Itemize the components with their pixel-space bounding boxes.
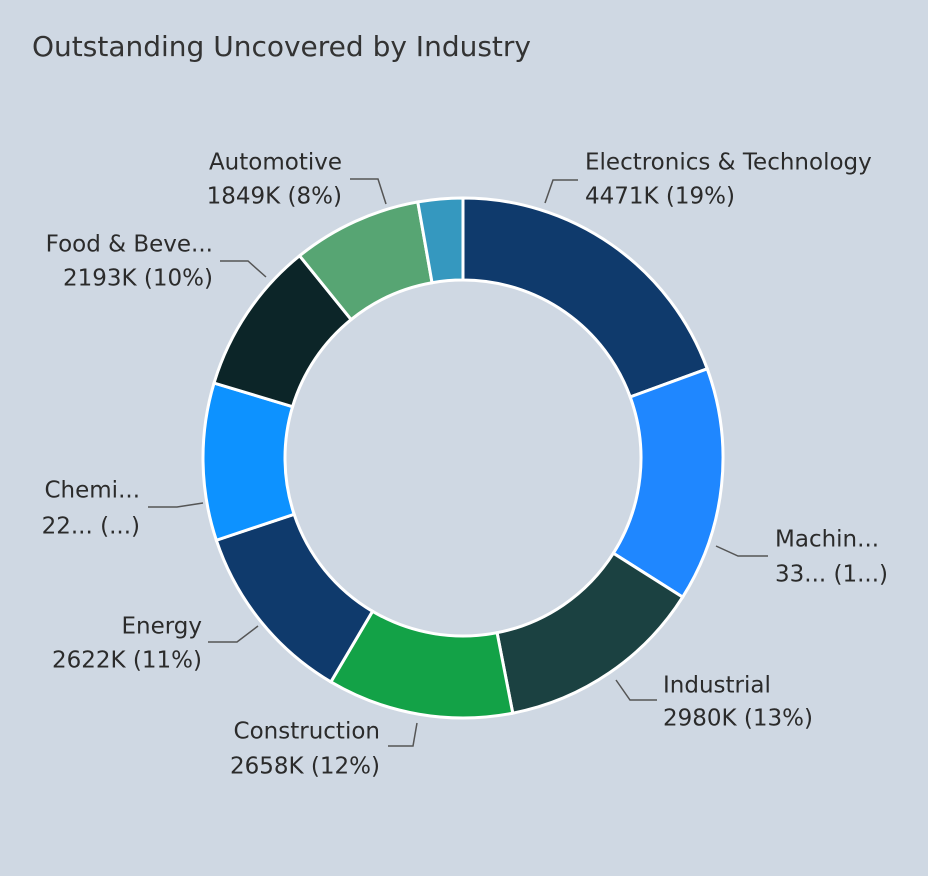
donut [201, 196, 725, 720]
category-label: Energy [121, 614, 202, 640]
value-label: 22... (...) [42, 514, 140, 540]
category-label: Chemi... [44, 478, 140, 504]
value-label: 2622K (11%) [52, 648, 202, 674]
value-label: 33... (1...) [775, 562, 888, 588]
leader-line [148, 502, 204, 508]
leader-line [208, 625, 259, 643]
category-label: Machin... [775, 527, 879, 553]
category-label: Automotive [209, 150, 342, 176]
slice [461, 196, 710, 399]
value-label: 4471K (19%) [585, 184, 735, 210]
category-label: Electronics & Technology [585, 150, 872, 176]
category-label: Construction [234, 719, 380, 745]
chart-title: Outstanding Uncovered by Industry [32, 30, 531, 63]
leader-line [388, 722, 418, 747]
value-label: 2193K (10%) [63, 266, 213, 292]
value-label: 2658K (12%) [230, 754, 380, 780]
slice [201, 381, 297, 543]
slice [416, 196, 465, 285]
leader-line [615, 679, 657, 701]
leader-line [544, 179, 578, 204]
category-label: Industrial [663, 673, 771, 699]
value-label: 2980K (13%) [663, 706, 813, 732]
leader-line [715, 545, 768, 557]
leader-line [220, 260, 267, 278]
labels: Electronics & Technology 4471K (19%) Machi… [42, 150, 888, 780]
leader-line [350, 178, 387, 205]
category-label: Food & Beve... [46, 232, 213, 258]
value-label: 1849K (8%) [207, 184, 342, 210]
